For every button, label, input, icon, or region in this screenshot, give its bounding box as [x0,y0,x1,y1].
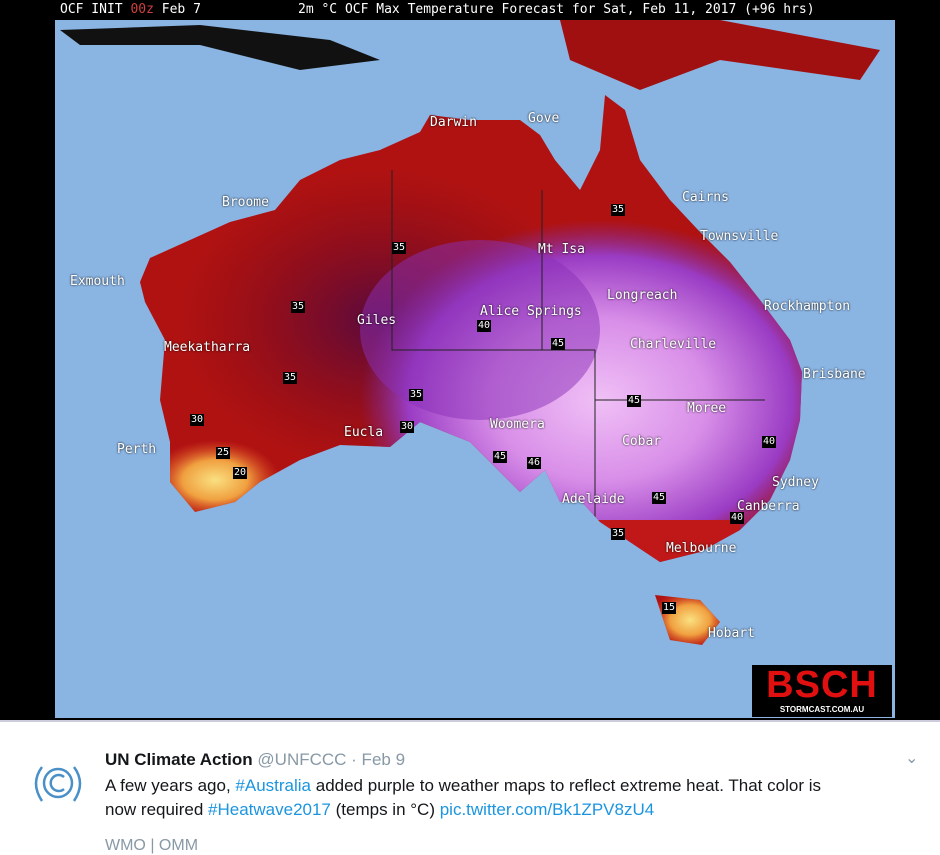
city-label: Moree [687,401,727,416]
contour-label: 35 [392,242,407,254]
map-init-label: OCF INIT 00z Feb 7 [60,2,201,17]
pic-link[interactable]: pic.twitter.com/Bk1ZPV8zU4 [439,800,655,819]
city-label: Brisbane [803,367,866,382]
contour-label: 35 [611,204,626,216]
bsch-logo: BSCH STORMCAST.COM.AU [752,665,892,717]
contour-label: 45 [551,338,566,350]
city-label: Rockhampton [764,299,851,314]
contour-label: 35 [283,372,298,384]
hashtag-heatwave2017[interactable]: #Heatwave2017 [208,800,331,819]
contour-label: 20 [233,467,248,479]
city-label: Eucla [344,425,384,440]
contour-label: 40 [477,320,492,332]
city-label: Charleville [630,337,717,352]
contour-label: 25 [216,447,231,459]
tweet-text-line-1: A few years ago, #Australia added purple… [105,776,821,795]
city-label: Darwin [430,115,477,130]
contour-label: 15 [662,602,677,614]
contour-label: 45 [652,492,667,504]
author-name[interactable]: UN Climate Action [105,750,253,769]
contour-label: 45 [493,451,508,463]
city-label: Perth [117,442,157,457]
city-label: Townsville [700,229,779,244]
contour-label: 40 [730,512,745,524]
chevron-down-icon[interactable]: ⌄ [905,750,919,767]
hashtag-australia[interactable]: #Australia [235,776,312,795]
city-label: Longreach [607,288,678,303]
tweet-footer: WMO | OMM [105,837,199,854]
contour-label: 40 [762,436,777,448]
city-label: Melbourne [666,541,737,556]
author-handle[interactable]: @UNFCCC [257,750,347,769]
new-guinea-landmass [560,20,880,90]
city-label: Woomera [490,417,545,432]
contour-label: 46 [527,457,542,469]
contour-label: 45 [627,395,642,407]
temperature-map [55,20,895,718]
indonesia-landmass [60,25,380,70]
map-title: 2m °C OCF Max Temperature Forecast for S… [298,2,815,17]
contour-label: 35 [409,389,424,401]
city-label: Giles [357,313,397,328]
tweet-text-line-2: now required #Heatwave2017 (temps in °C)… [105,800,655,819]
city-label: Meekatharra [164,340,251,355]
city-label: Broome [222,195,269,210]
contour-label: 35 [611,528,626,540]
contour-label: 35 [291,301,306,313]
city-label: Alice Springs [480,304,582,319]
weather-map-image[interactable]: OCF INIT 00z Feb 7 2m °C OCF Max Tempera… [0,0,940,720]
tweet-header: UN Climate Action @UNFCCC · Feb 9 [105,750,405,770]
divider [0,720,940,722]
city-label: Cobar [622,434,662,449]
city-label: Mt Isa [538,242,585,257]
unfccc-avatar[interactable] [28,757,88,809]
city-label: Canberra [737,499,800,514]
city-label: Exmouth [70,274,125,289]
city-label: Cairns [682,190,729,205]
city-label: Sydney [772,475,819,490]
contour-label: 30 [190,414,205,426]
city-label: Gove [528,111,560,126]
contour-label: 30 [400,421,415,433]
city-label: Hobart [708,626,755,641]
city-label: Adelaide [562,492,625,507]
tweet-date[interactable]: · Feb 9 [351,750,406,769]
